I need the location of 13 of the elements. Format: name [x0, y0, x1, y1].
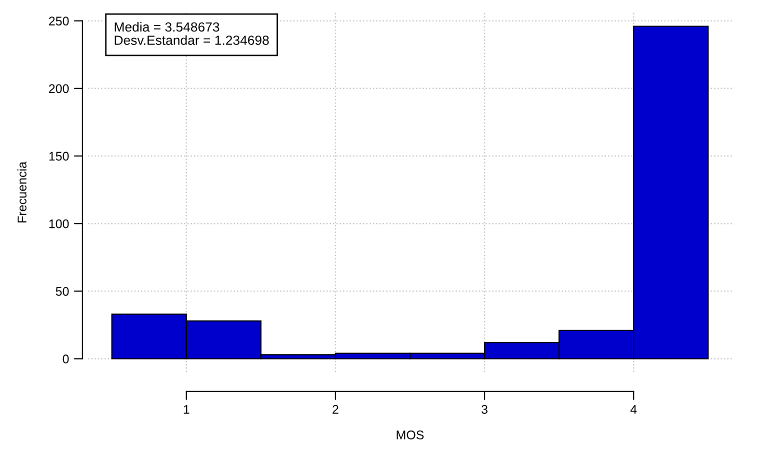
x-tick-label: 3 — [482, 404, 488, 414]
y-tick-label: 250 — [49, 16, 69, 26]
y-tick-label: 150 — [49, 152, 69, 161]
y-axis-title: Frecuencia — [17, 162, 26, 222]
x-tick-label: 1 — [184, 405, 190, 414]
y-tick-label: 200 — [49, 84, 69, 94]
x-tick-label: 4 — [630, 405, 637, 414]
y-tick-label: 100 — [49, 219, 69, 228]
y-tick-label: 50 — [56, 286, 69, 296]
annotation: Media = 3.548673 Desv.Estandar = 1.234698 — [114, 22, 269, 45]
x-tick-label: 2 — [332, 404, 338, 414]
x-axis-title: MOS — [396, 430, 424, 440]
y-tick-label: 0 — [62, 354, 69, 364]
